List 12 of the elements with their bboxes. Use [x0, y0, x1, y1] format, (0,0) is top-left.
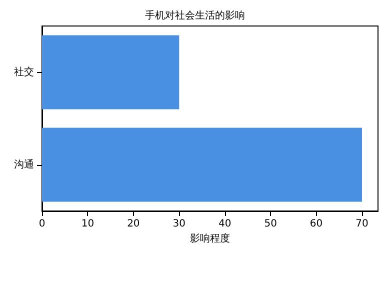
x-tick-label: 40	[218, 218, 232, 230]
x-tick-label: 10	[81, 218, 94, 230]
x-tick-label: 50	[264, 218, 277, 230]
chart-title: 手机对社会生活的影响	[145, 10, 245, 22]
y-tick-label: 沟通	[14, 158, 34, 170]
x-tick-label: 70	[356, 218, 368, 230]
x-tick-label: 30	[172, 218, 186, 230]
x-tick-label: 20	[127, 218, 140, 230]
y-tick-label: 社交	[14, 66, 34, 78]
x-axis-title: 影响程度	[190, 232, 230, 244]
x-tick-label: 0	[38, 218, 46, 230]
x-tick-label: 60	[310, 218, 323, 230]
